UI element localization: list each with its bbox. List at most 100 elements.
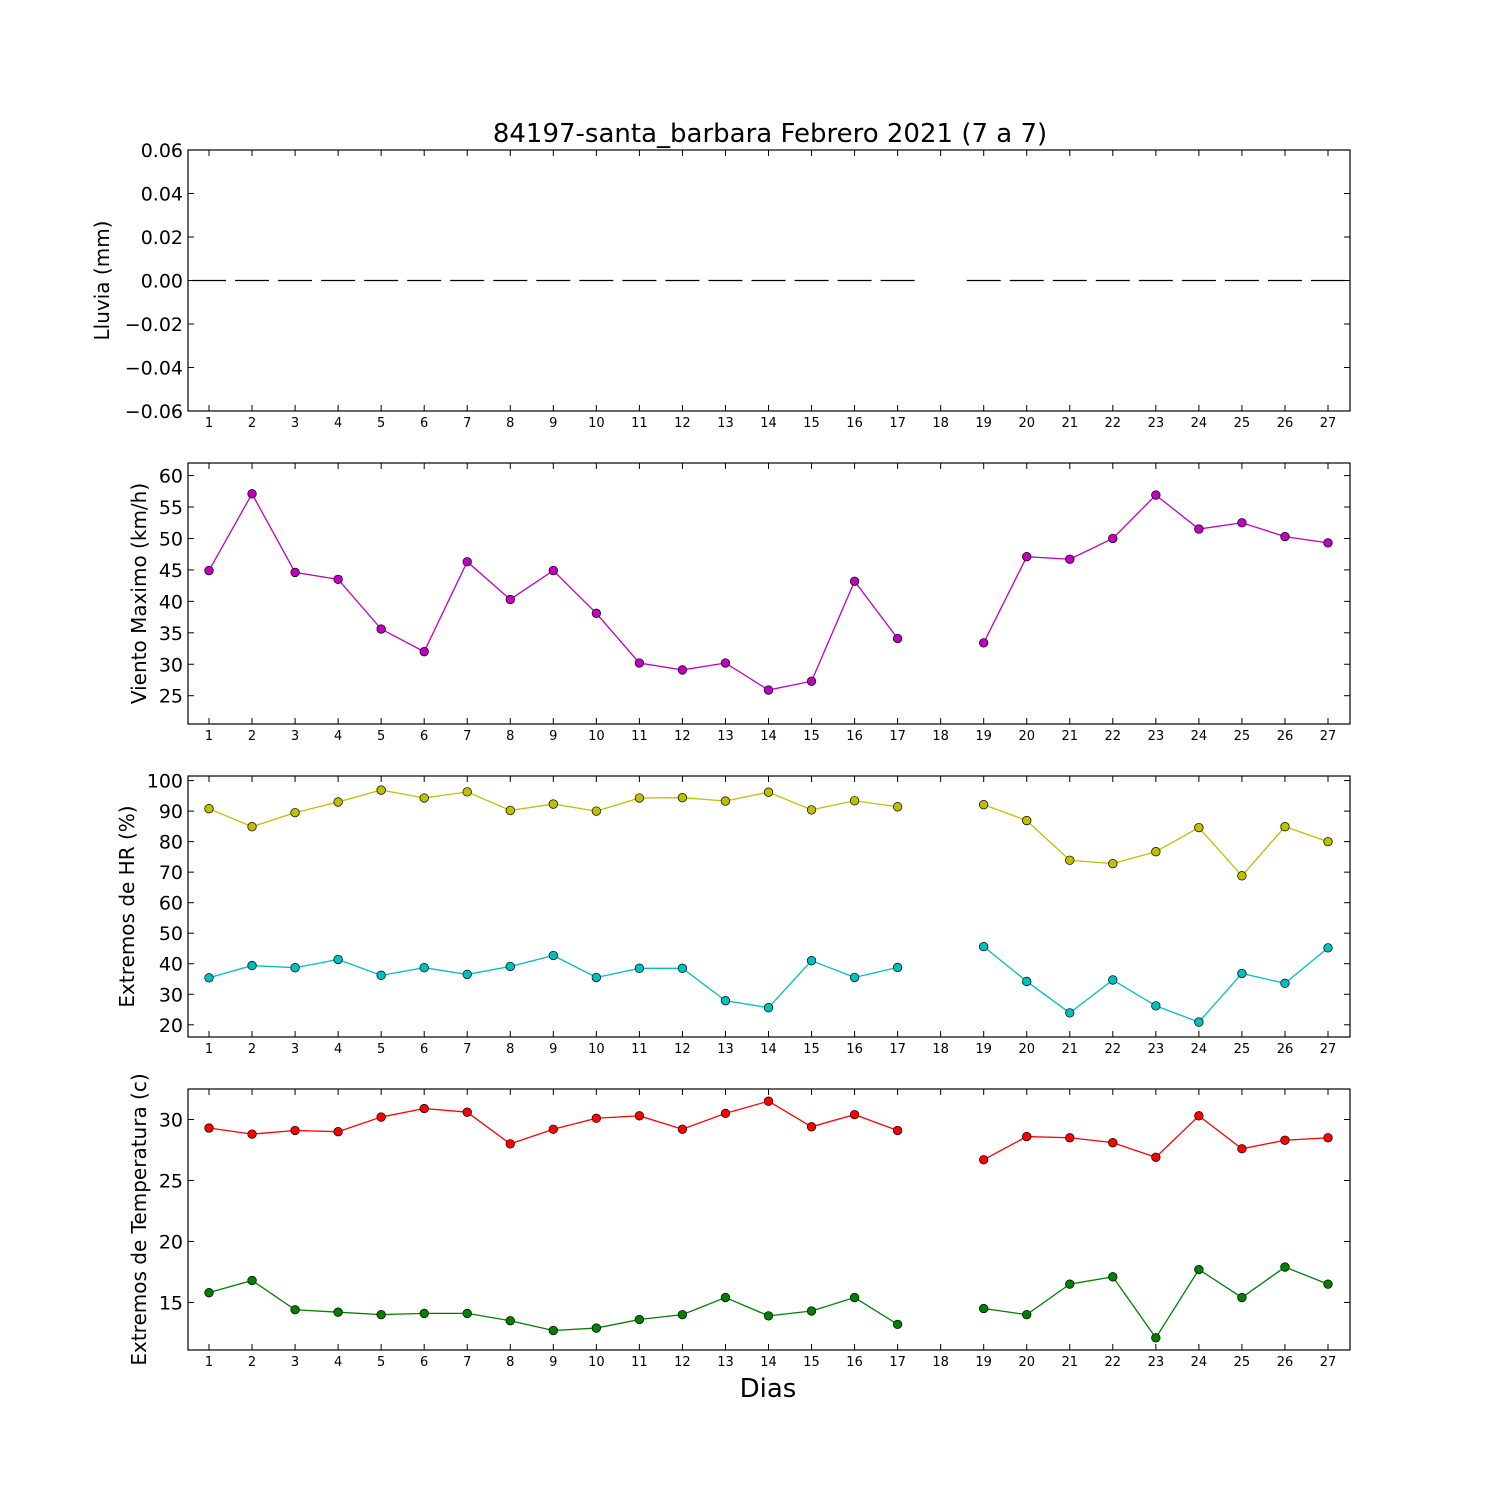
data-point	[1151, 490, 1161, 500]
x-tick-label: 10	[588, 729, 605, 744]
x-tick-label: 22	[1105, 416, 1122, 431]
data-point	[462, 557, 472, 567]
data-point	[290, 567, 300, 578]
plot-frame	[187, 1088, 1351, 1351]
data-point	[1108, 1272, 1118, 1282]
x-tick-label: 19	[975, 1042, 992, 1057]
data-point	[849, 1292, 860, 1303]
data-point	[247, 1275, 257, 1286]
y-tick-label: 45	[159, 560, 183, 582]
y-tick-label: 35	[159, 623, 183, 645]
x-tick-label: 27	[1320, 729, 1337, 744]
data-point	[548, 1124, 558, 1134]
x-tick-label: 14	[760, 416, 777, 431]
x-tick-label: 18	[932, 416, 949, 431]
data-point	[1194, 1264, 1204, 1275]
series-line	[208, 1100, 898, 1145]
x-tick-label: 5	[377, 729, 385, 744]
panel-1: 0.060.040.020.00−0.02−0.04−0.061 2 3 4 5 6 7 8 9…	[90, 140, 1351, 431]
data-point	[763, 1096, 774, 1106]
data-point	[1323, 1279, 1333, 1289]
x-tick-label: 8	[506, 1355, 514, 1370]
x-tick-label: 18	[932, 1355, 949, 1370]
data-point	[204, 804, 214, 814]
x-tick-label: 17	[889, 1355, 906, 1370]
x-tick-label: 4	[334, 729, 342, 744]
y-tick-label: 50	[159, 923, 183, 945]
series-1	[204, 1096, 1333, 1165]
y-tick-label: 25	[159, 1170, 183, 1192]
x-tick-label: 25	[1234, 1355, 1251, 1370]
data-point	[1323, 1133, 1333, 1143]
data-point	[1065, 855, 1075, 865]
series-2	[204, 1262, 1333, 1343]
series-line	[983, 1266, 1329, 1339]
data-point	[1280, 822, 1290, 832]
data-point	[1280, 978, 1290, 988]
data-point	[892, 802, 903, 812]
data-point	[720, 996, 731, 1006]
data-point	[806, 1122, 817, 1132]
x-tick-label: 14	[760, 1042, 777, 1057]
data-point	[1022, 552, 1032, 562]
x-tick-label: 4	[334, 1355, 342, 1370]
data-point	[806, 676, 817, 686]
x-tick-label: 25	[1234, 416, 1251, 431]
y-tick-label: 80	[159, 832, 183, 854]
x-tick-label: 25	[1234, 1042, 1251, 1057]
x-tick-label: 20	[1018, 729, 1035, 744]
data-point	[1280, 1135, 1290, 1145]
x-tick-label: 8	[506, 1042, 514, 1057]
data-point	[763, 787, 774, 797]
x-tick-label: 4	[334, 1042, 342, 1057]
x-tick-label: 12	[674, 729, 691, 744]
data-point	[462, 787, 472, 797]
data-point	[1108, 975, 1118, 985]
data-point	[1323, 836, 1333, 847]
data-point	[333, 574, 343, 584]
data-point	[247, 960, 257, 971]
x-tick-label: 20	[1018, 416, 1035, 431]
data-point	[591, 608, 601, 618]
data-point	[1237, 871, 1247, 881]
x-tick-label: 11	[631, 1042, 648, 1057]
y-tick-label: 30	[159, 654, 183, 676]
data-point	[333, 954, 343, 965]
data-point	[1108, 858, 1118, 869]
x-tick-label: 15	[803, 1042, 820, 1057]
x-tick-label: 24	[1191, 729, 1208, 744]
x-tick-label: 26	[1277, 729, 1294, 744]
x-tick-label: 2	[248, 1042, 256, 1057]
data-point	[204, 973, 214, 983]
x-tick-label: 8	[506, 416, 514, 431]
y-tick-label: 15	[159, 1292, 183, 1314]
data-point	[1065, 554, 1075, 564]
x-tick-label: 13	[717, 1355, 734, 1370]
data-point	[892, 1125, 903, 1136]
series-line	[983, 494, 1329, 644]
data-point	[505, 1316, 515, 1326]
data-point	[548, 1325, 558, 1336]
data-point	[1323, 538, 1333, 548]
series-2	[204, 941, 1333, 1027]
data-point	[634, 1314, 645, 1325]
x-tick-label: 10	[588, 1355, 605, 1370]
y-tick-label: 40	[159, 954, 183, 976]
data-point	[849, 576, 860, 586]
x-tick-label: 12	[674, 1355, 691, 1370]
data-point	[505, 961, 515, 972]
data-point	[204, 1123, 214, 1133]
data-point	[505, 805, 515, 816]
data-point	[333, 1127, 343, 1137]
x-tick-label: 19	[975, 1355, 992, 1370]
data-point	[806, 1306, 817, 1316]
y-tick-label: 55	[159, 497, 183, 519]
y-tick-label: 30	[159, 984, 183, 1006]
x-tick-label: 24	[1191, 1042, 1208, 1057]
x-tick-label: 13	[717, 729, 734, 744]
data-point	[892, 1319, 903, 1330]
data-point	[376, 785, 386, 795]
data-point	[419, 1103, 429, 1114]
x-tick-label: 21	[1061, 1042, 1078, 1057]
series-line	[208, 1279, 898, 1332]
